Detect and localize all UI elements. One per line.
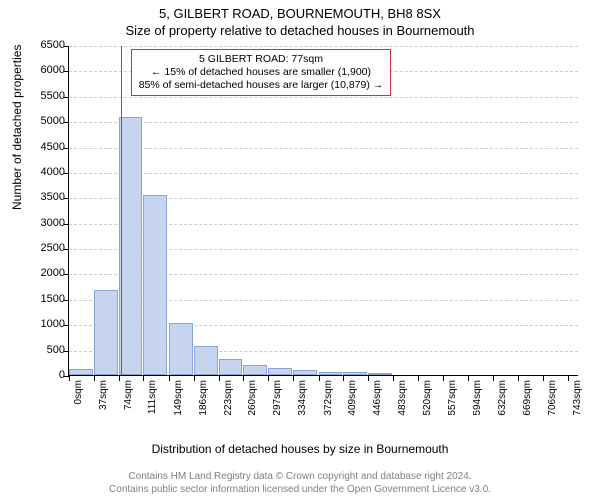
- title-line-2: Size of property relative to detached ho…: [0, 23, 600, 38]
- xtick-label: 0sqm: [73, 380, 84, 404]
- ytick-label: 2000: [21, 267, 65, 279]
- xtick-mark: [368, 376, 369, 381]
- annotation-box: 5 GILBERT ROAD: 77sqm← 15% of detached h…: [131, 49, 391, 96]
- xtick-label: 557sqm: [447, 380, 458, 416]
- xtick-label: 223sqm: [223, 380, 234, 416]
- xtick-mark: [319, 376, 320, 381]
- xtick-label: 669sqm: [522, 380, 533, 416]
- histogram-bar: [268, 368, 292, 375]
- gridline-h: [69, 97, 578, 98]
- xtick-mark: [94, 376, 95, 381]
- xtick-mark: [543, 376, 544, 381]
- ytick-label: 5000: [21, 115, 65, 127]
- histogram-bar: [293, 370, 317, 375]
- ytick-label: 3000: [21, 217, 65, 229]
- ytick-label: 500: [21, 344, 65, 356]
- ytick-label: 3500: [21, 191, 65, 203]
- xtick-label: 74sqm: [123, 380, 134, 410]
- histogram-bar: [368, 373, 392, 375]
- gridline-h: [69, 46, 578, 47]
- histogram-bar: [69, 369, 93, 375]
- xtick-mark: [468, 376, 469, 381]
- xtick-mark: [518, 376, 519, 381]
- xtick-label: 372sqm: [323, 380, 334, 416]
- xtick-label: 37sqm: [98, 380, 109, 410]
- xtick-label: 409sqm: [347, 380, 358, 416]
- ytick-label: 1500: [21, 293, 65, 305]
- xtick-mark: [219, 376, 220, 381]
- xtick-mark: [568, 376, 569, 381]
- histogram-bar: [119, 117, 143, 375]
- ytick-label: 1000: [21, 318, 65, 330]
- footer-line-2: Contains public sector information licen…: [0, 483, 600, 496]
- xtick-label: 334sqm: [297, 380, 308, 416]
- chart-titles: 5, GILBERT ROAD, BOURNEMOUTH, BH8 8SX Si…: [0, 0, 600, 38]
- xtick-mark: [493, 376, 494, 381]
- xtick-label: 111sqm: [147, 380, 158, 414]
- histogram-bar: [319, 372, 343, 375]
- xtick-mark: [169, 376, 170, 381]
- x-axis-label: Distribution of detached houses by size …: [0, 442, 600, 456]
- xtick-mark: [69, 376, 70, 381]
- xtick-mark: [194, 376, 195, 381]
- xtick-label: 149sqm: [173, 380, 184, 416]
- chart-area: 0500100015002000250030003500400045005000…: [68, 46, 578, 406]
- footer-attribution: Contains HM Land Registry data © Crown c…: [0, 470, 600, 496]
- xtick-mark: [243, 376, 244, 381]
- ytick-label: 2500: [21, 242, 65, 254]
- xtick-label: 186sqm: [198, 380, 209, 416]
- xtick-mark: [268, 376, 269, 381]
- histogram-bar: [143, 195, 167, 375]
- annotation-line: ← 15% of detached houses are smaller (1,…: [138, 66, 384, 79]
- annotation-line: 85% of semi-detached houses are larger (…: [138, 79, 384, 92]
- xtick-mark: [119, 376, 120, 381]
- gridline-h: [69, 148, 578, 149]
- histogram-bar: [343, 372, 367, 375]
- xtick-label: 446sqm: [372, 380, 383, 416]
- ytick-label: 5500: [21, 90, 65, 102]
- annotation-line: 5 GILBERT ROAD: 77sqm: [138, 53, 384, 66]
- marker-vertical-line: [121, 46, 122, 375]
- xtick-label: 297sqm: [272, 380, 283, 416]
- xtick-mark: [343, 376, 344, 381]
- xtick-label: 632sqm: [497, 380, 508, 416]
- xtick-mark: [293, 376, 294, 381]
- histogram-bar: [94, 290, 118, 375]
- xtick-label: 743sqm: [572, 380, 583, 416]
- xtick-label: 706sqm: [547, 380, 558, 416]
- footer-line-1: Contains HM Land Registry data © Crown c…: [0, 470, 600, 483]
- xtick-label: 520sqm: [422, 380, 433, 416]
- ytick-label: 6500: [21, 39, 65, 51]
- ytick-label: 4500: [21, 141, 65, 153]
- title-line-1: 5, GILBERT ROAD, BOURNEMOUTH, BH8 8SX: [0, 6, 600, 21]
- ytick-label: 0: [21, 369, 65, 381]
- gridline-h: [69, 122, 578, 123]
- ytick-label: 6000: [21, 64, 65, 76]
- histogram-bar: [219, 359, 243, 375]
- ytick-label: 4000: [21, 166, 65, 178]
- histogram-bar: [169, 323, 193, 375]
- xtick-label: 594sqm: [472, 380, 483, 416]
- xtick-label: 260sqm: [247, 380, 258, 416]
- plot-region: 0500100015002000250030003500400045005000…: [68, 46, 578, 376]
- xtick-mark: [393, 376, 394, 381]
- xtick-label: 483sqm: [397, 380, 408, 416]
- histogram-bar: [243, 365, 267, 375]
- histogram-bar: [194, 346, 218, 375]
- xtick-mark: [418, 376, 419, 381]
- xtick-mark: [143, 376, 144, 381]
- xtick-mark: [443, 376, 444, 381]
- gridline-h: [69, 173, 578, 174]
